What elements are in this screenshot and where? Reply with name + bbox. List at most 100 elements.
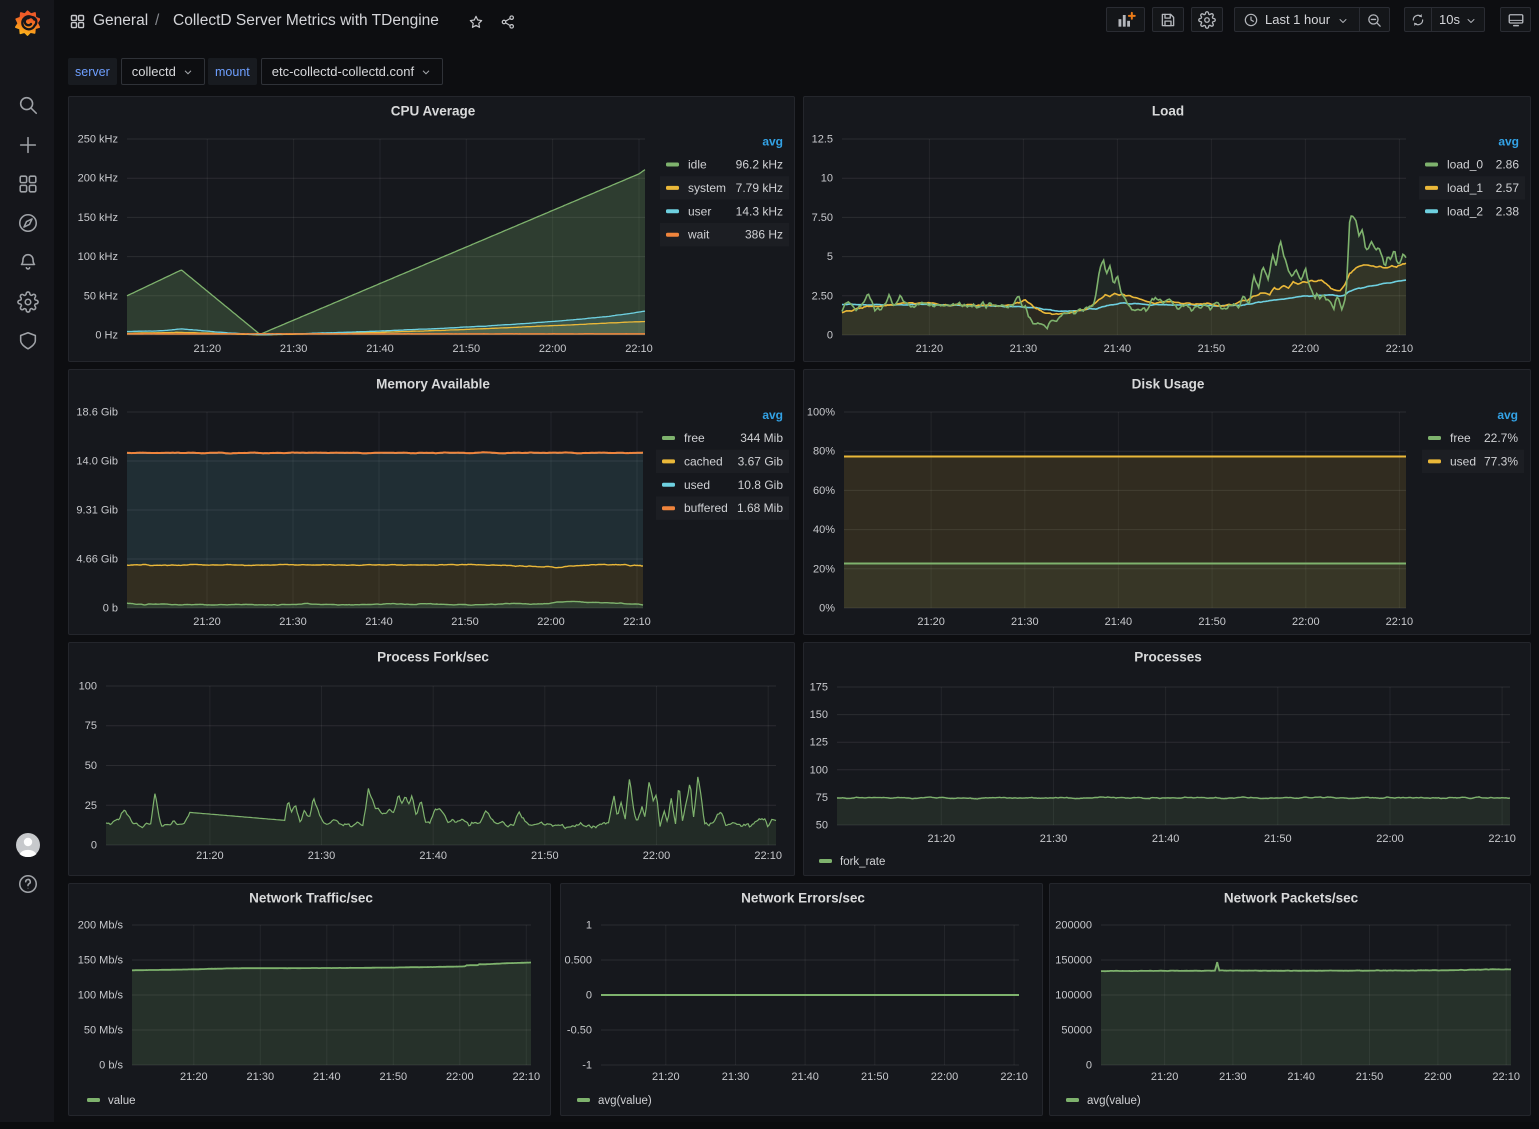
svg-text:21:40: 21:40: [1105, 616, 1133, 628]
svg-text:1.68 Mib: 1.68 Mib: [737, 501, 783, 515]
svg-text:load_1: load_1: [1447, 181, 1483, 195]
svg-text:21:40: 21:40: [365, 616, 393, 628]
svg-text:used: used: [684, 478, 710, 492]
svg-text:Load: Load: [1152, 104, 1184, 119]
svg-text:21:30: 21:30: [247, 1071, 275, 1083]
svg-text:21:50: 21:50: [453, 343, 481, 355]
svg-text:22:00: 22:00: [1292, 616, 1320, 628]
svg-text:50000: 50000: [1061, 1025, 1092, 1037]
svg-text:21:50: 21:50: [1356, 1071, 1384, 1083]
svg-text:Network Errors/sec: Network Errors/sec: [741, 891, 865, 906]
svg-text:21:20: 21:20: [928, 833, 956, 845]
svg-text:22:00: 22:00: [1376, 833, 1404, 845]
svg-text:21:40: 21:40: [1104, 343, 1132, 355]
svg-text:0 Hz: 0 Hz: [95, 330, 118, 342]
svg-text:21:30: 21:30: [1040, 833, 1068, 845]
svg-text:150 Mb/s: 150 Mb/s: [78, 955, 124, 967]
svg-text:250 kHz: 250 kHz: [78, 134, 118, 146]
svg-text:21:40: 21:40: [366, 343, 394, 355]
svg-text:21:50: 21:50: [1198, 616, 1226, 628]
svg-text:21:50: 21:50: [1264, 833, 1292, 845]
svg-text:user: user: [688, 204, 711, 218]
svg-text:0%: 0%: [819, 603, 835, 615]
svg-text:0.500: 0.500: [564, 955, 592, 967]
svg-text:21:20: 21:20: [917, 616, 945, 628]
svg-text:21:40: 21:40: [1287, 1071, 1315, 1083]
svg-text:2.50: 2.50: [812, 290, 833, 302]
svg-text:22:10: 22:10: [625, 343, 653, 355]
svg-text:25: 25: [85, 800, 97, 812]
svg-text:100: 100: [79, 681, 97, 693]
svg-text:22:10: 22:10: [1386, 616, 1414, 628]
svg-text:22:00: 22:00: [1424, 1071, 1452, 1083]
svg-text:21:30: 21:30: [279, 616, 307, 628]
svg-text:21:20: 21:20: [180, 1071, 208, 1083]
svg-text:value: value: [108, 1095, 136, 1107]
svg-text:cached: cached: [684, 454, 723, 468]
svg-text:avg: avg: [1497, 408, 1518, 422]
svg-text:free: free: [684, 431, 705, 445]
svg-text:125: 125: [810, 737, 828, 749]
svg-text:14.3 kHz: 14.3 kHz: [736, 204, 783, 218]
svg-text:100 Mb/s: 100 Mb/s: [78, 990, 124, 1002]
svg-text:4.66 Gib: 4.66 Gib: [76, 554, 118, 566]
svg-text:21:30: 21:30: [1219, 1071, 1247, 1083]
svg-text:21:50: 21:50: [531, 850, 559, 862]
svg-text:22:10: 22:10: [623, 616, 651, 628]
svg-text:22:00: 22:00: [539, 343, 567, 355]
svg-text:Disk Usage: Disk Usage: [1132, 377, 1205, 392]
svg-text:77.3%: 77.3%: [1484, 454, 1518, 468]
svg-text:0 b/s: 0 b/s: [99, 1060, 123, 1072]
svg-text:21:40: 21:40: [419, 850, 447, 862]
svg-text:80%: 80%: [813, 446, 835, 458]
svg-text:14.0 Gib: 14.0 Gib: [76, 456, 118, 468]
svg-text:22:00: 22:00: [537, 616, 565, 628]
svg-text:75: 75: [85, 720, 97, 732]
svg-text:21:20: 21:20: [194, 343, 222, 355]
svg-text:0: 0: [586, 990, 592, 1002]
svg-text:0: 0: [1086, 1060, 1092, 1072]
svg-text:21:30: 21:30: [1011, 616, 1039, 628]
svg-text:10: 10: [821, 173, 833, 185]
svg-text:system: system: [688, 181, 726, 195]
svg-text:22.7%: 22.7%: [1484, 431, 1518, 445]
svg-text:20%: 20%: [813, 563, 835, 575]
svg-text:avg: avg: [762, 408, 783, 422]
svg-text:avg(value): avg(value): [1087, 1095, 1141, 1107]
svg-text:2.86: 2.86: [1496, 158, 1520, 172]
svg-text:21:50: 21:50: [451, 616, 479, 628]
svg-text:10.8 Gib: 10.8 Gib: [738, 478, 784, 492]
svg-text:5: 5: [827, 251, 833, 263]
svg-text:100 kHz: 100 kHz: [78, 251, 118, 263]
svg-text:22:10: 22:10: [1000, 1071, 1028, 1083]
svg-text:Process Fork/sec: Process Fork/sec: [377, 650, 489, 665]
svg-text:avg(value): avg(value): [598, 1095, 652, 1107]
svg-text:wait: wait: [687, 228, 710, 242]
svg-text:0: 0: [91, 840, 97, 852]
svg-text:21:30: 21:30: [1010, 343, 1038, 355]
svg-text:21:40: 21:40: [313, 1071, 341, 1083]
svg-text:21:30: 21:30: [308, 850, 336, 862]
svg-text:3.67 Gib: 3.67 Gib: [738, 454, 784, 468]
svg-text:buffered: buffered: [684, 501, 728, 515]
svg-text:200000: 200000: [1055, 920, 1092, 932]
svg-text:150 kHz: 150 kHz: [78, 212, 118, 224]
svg-text:7.50: 7.50: [812, 212, 833, 224]
svg-text:0 b: 0 b: [103, 603, 118, 615]
svg-text:100%: 100%: [807, 407, 835, 419]
svg-text:avg: avg: [762, 135, 783, 149]
svg-text:50 Mb/s: 50 Mb/s: [84, 1025, 124, 1037]
svg-text:200 Mb/s: 200 Mb/s: [78, 920, 124, 932]
svg-text:22:00: 22:00: [931, 1071, 959, 1083]
svg-text:150000: 150000: [1055, 955, 1092, 967]
svg-text:Memory Available: Memory Available: [376, 377, 490, 392]
svg-text:18.6 Gib: 18.6 Gib: [76, 407, 118, 419]
svg-text:2.38: 2.38: [1496, 204, 1520, 218]
svg-text:22:10: 22:10: [1492, 1071, 1520, 1083]
svg-text:96.2 kHz: 96.2 kHz: [736, 158, 783, 172]
svg-text:22:10: 22:10: [513, 1071, 541, 1083]
svg-text:50 kHz: 50 kHz: [84, 290, 118, 302]
svg-text:Network Packets/sec: Network Packets/sec: [1224, 891, 1359, 906]
svg-text:22:00: 22:00: [446, 1071, 474, 1083]
svg-text:21:50: 21:50: [380, 1071, 408, 1083]
